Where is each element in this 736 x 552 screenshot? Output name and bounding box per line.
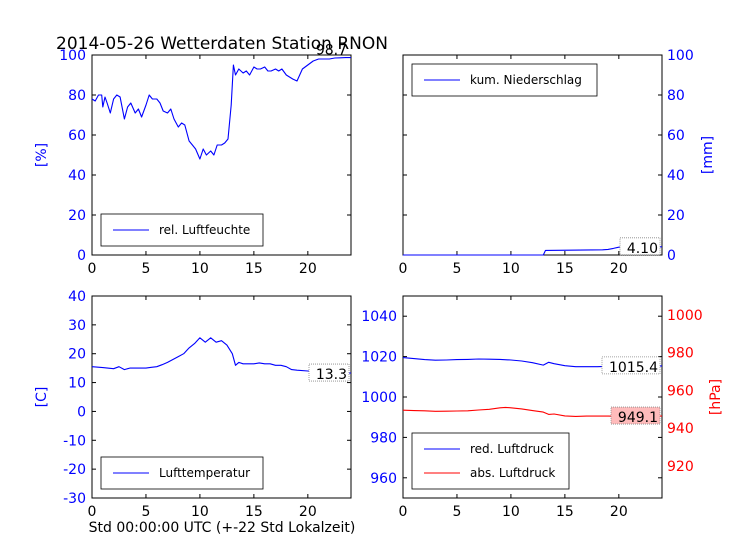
pressure-ytick-label: 1020	[361, 350, 397, 366]
precipitation-xtick-label: 15	[556, 261, 574, 277]
humidity-ytick-label: 100	[59, 48, 86, 64]
figure-xlabel: Std 00:00:00 UTC (+-22 Std Lokalzeit)	[89, 520, 356, 536]
humidity-annotation-0: 98.7	[316, 43, 347, 59]
pressure-xtick-label: 10	[502, 504, 520, 520]
pressure-xtick-label: 20	[610, 504, 628, 520]
humidity-ytick-label: 60	[68, 128, 86, 144]
pressure-y2label: [hPa]	[708, 379, 724, 415]
humidity-legend-label-0: rel. Luftfeuchte	[159, 223, 250, 237]
precipitation-xtick-label: 20	[610, 261, 628, 277]
temperature-ytick-label: -10	[63, 433, 86, 449]
precipitation-annotation-box-0	[619, 237, 661, 256]
temperature-xtick-label: 5	[141, 504, 150, 520]
precipitation-annotation-0: 4.10	[627, 241, 658, 257]
temperature-ylabel: [C]	[34, 387, 50, 408]
humidity-xtick-label: 10	[191, 261, 209, 277]
temperature-legend-label-0: Lufttemperatur	[159, 466, 250, 480]
pressure-y2tick-label: 940	[667, 421, 694, 437]
humidity-xtick-label: 5	[141, 261, 150, 277]
temperature-ytick-label: 40	[68, 289, 86, 305]
pressure-ytick-label: 1040	[361, 309, 397, 325]
precipitation-ytick-label: 0	[667, 248, 676, 264]
humidity-xtick-label: 15	[245, 261, 263, 277]
pressure-y2tick-label: 920	[667, 459, 694, 475]
pressure-xtick-label: 0	[399, 504, 408, 520]
pressure-legend-label-1: abs. Luftdruck	[470, 466, 555, 480]
temperature-ytick-label: 0	[77, 404, 86, 420]
precipitation-ylabel: [mm]	[700, 136, 716, 174]
temperature-xtick-label: 20	[299, 504, 317, 520]
temperature-annotation-box-0	[308, 363, 350, 382]
temperature-ytick-label: 30	[68, 318, 86, 334]
panel-humidity: 0 5 10 15 20 0 20 40 60 80 100 [%] 98.7 rel. Luftfeuc…	[34, 43, 352, 277]
pressure-annotation-box-0	[601, 356, 661, 375]
precipitation-ytick-label: 60	[667, 128, 685, 144]
temperature-xtick-label: 15	[245, 504, 263, 520]
humidity-xtick-label: 20	[299, 261, 317, 277]
pressure-y2tick-label: 980	[667, 346, 694, 362]
humidity-ylabel: [%]	[34, 143, 50, 167]
temperature-series-line-0	[91, 337, 351, 374]
humidity-ytick-label: 0	[77, 248, 86, 264]
humidity-xtick-label: 0	[88, 261, 97, 277]
figure-title: 2014-05-26 Wetterdaten Station RNON	[56, 34, 388, 54]
pressure-ytick-label: 1000	[361, 390, 397, 406]
pressure-ytick-label: 980	[370, 430, 397, 446]
humidity-ytick-label: 40	[68, 168, 86, 184]
precipitation-ytick-label: 100	[667, 48, 694, 64]
pressure-y2tick-label: 1000	[667, 308, 703, 324]
temperature-ytick-label: -20	[63, 462, 86, 478]
humidity-series-line-0	[91, 57, 351, 160]
pressure-annotation-0: 1015.4	[609, 360, 658, 376]
pressure-legend-label-0: red. Luftdruck	[470, 442, 554, 456]
pressure-ytick-label: 960	[370, 471, 397, 487]
temperature-ytick-label: 20	[68, 347, 86, 363]
temperature-ytick-label: 10	[68, 376, 86, 392]
precipitation-xtick-label: 0	[399, 261, 408, 277]
pressure-legend	[411, 432, 570, 490]
panel-pressure: 0 5 10 15 20 960 980 1000 1020 1040 920 940 960 980 10…	[361, 295, 724, 520]
precipitation-ytick-label: 20	[667, 208, 685, 224]
pressure-y2tick-label: 960	[667, 383, 694, 399]
humidity-ytick-label: 80	[68, 88, 86, 104]
precipitation-ytick-label: 40	[667, 168, 685, 184]
pressure-xtick-label: 5	[452, 504, 461, 520]
precipitation-ytick-label: 80	[667, 88, 685, 104]
pressure-xtick-label: 15	[556, 504, 574, 520]
precipitation-xtick-label: 5	[452, 261, 461, 277]
temperature-ytick-label: -30	[63, 491, 86, 507]
precipitation-legend-label-0: kum. Niederschlag	[470, 73, 582, 87]
temperature-annotation-0: 13.3	[316, 367, 347, 383]
temperature-xtick-label: 0	[88, 504, 97, 520]
panel-temperature: 0 5 10 15 20 -30 -20 -10 0 10 20 30 40 [C] 13.3 Lufttem…	[34, 289, 352, 520]
temperature-xtick-label: 10	[191, 504, 209, 520]
precipitation-xtick-label: 10	[502, 261, 520, 277]
pressure-annotation-box-1	[610, 406, 661, 425]
panel-precipitation: 0 5 10 15 20 0 20 40 60 80 100 [mm] 4.10 kum. Nieders…	[399, 48, 716, 277]
pressure-annotation-1: 949.1	[618, 410, 658, 426]
humidity-ytick-label: 20	[68, 208, 86, 224]
